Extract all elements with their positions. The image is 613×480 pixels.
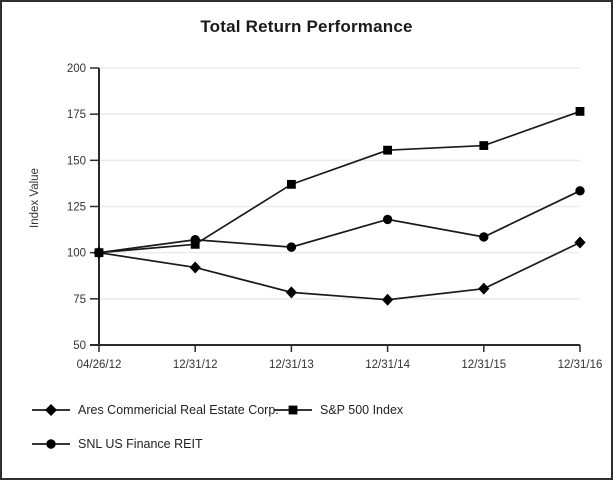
y-tick-label: 200 bbox=[67, 63, 86, 75]
y-tick-label: 125 bbox=[67, 202, 86, 214]
diamond-marker bbox=[574, 236, 586, 249]
x-tick-label: 12/31/13 bbox=[269, 359, 314, 371]
legend-label: SNL US Finance REIT bbox=[78, 437, 203, 451]
series-line-diamond bbox=[98, 241, 581, 301]
legend-label: Ares Commericial Real Estate Corp. bbox=[78, 403, 279, 417]
y-tick-label: 175 bbox=[67, 109, 86, 121]
square-marker-icon bbox=[274, 403, 312, 417]
legend-item-sp500: S&P 500 Index bbox=[274, 402, 403, 418]
diamond-marker bbox=[189, 261, 201, 274]
circle-marker bbox=[575, 186, 585, 196]
square-marker bbox=[479, 141, 489, 150]
legend-item-snl: SNL US Finance REIT bbox=[32, 436, 203, 452]
y-tick-label: 75 bbox=[73, 294, 86, 306]
circle-marker-icon bbox=[32, 437, 70, 451]
x-tick-label: 12/31/12 bbox=[173, 359, 218, 371]
diamond-marker bbox=[478, 282, 490, 295]
square-marker bbox=[383, 145, 392, 155]
y-tick-label: 50 bbox=[73, 340, 86, 352]
diamond-marker bbox=[285, 286, 297, 299]
series-line-circle bbox=[98, 190, 581, 254]
circle-marker bbox=[190, 235, 200, 245]
square-marker bbox=[575, 106, 585, 116]
y-tick-label: 100 bbox=[67, 248, 86, 260]
square-marker bbox=[287, 179, 296, 189]
chart-title: Total Return Performance bbox=[200, 17, 413, 36]
y-tick-label: 150 bbox=[67, 155, 86, 167]
circle-marker bbox=[479, 232, 489, 242]
diamond-marker-icon bbox=[32, 403, 70, 417]
circle-marker bbox=[286, 242, 297, 252]
diamond-marker bbox=[382, 293, 394, 306]
x-tick-label: 12/31/14 bbox=[365, 359, 410, 371]
x-tick-label: 12/31/16 bbox=[558, 359, 603, 371]
circle-marker bbox=[382, 214, 393, 225]
x-tick-label: 04/26/12 bbox=[77, 359, 122, 371]
series-line-square bbox=[98, 110, 581, 254]
circle-marker bbox=[94, 247, 104, 258]
legend-item-ares: Ares Commericial Real Estate Corp. bbox=[32, 402, 279, 418]
legend-label: S&P 500 Index bbox=[320, 403, 404, 417]
x-tick-label: 12/31/15 bbox=[461, 359, 506, 371]
